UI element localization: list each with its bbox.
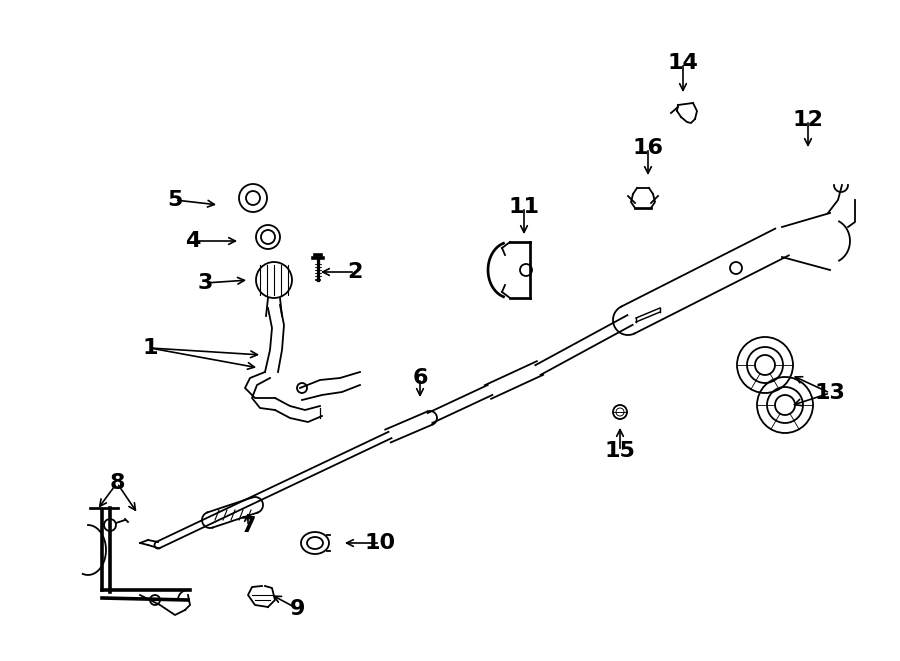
- Text: 13: 13: [814, 383, 845, 403]
- Text: 12: 12: [793, 110, 824, 130]
- Text: 10: 10: [364, 533, 396, 553]
- Text: 1: 1: [142, 338, 157, 358]
- Text: 11: 11: [508, 197, 539, 217]
- Text: 3: 3: [197, 273, 212, 293]
- Text: 14: 14: [668, 53, 698, 73]
- Text: 2: 2: [347, 262, 363, 282]
- Text: 7: 7: [240, 516, 256, 536]
- Text: 15: 15: [605, 441, 635, 461]
- Text: 5: 5: [167, 190, 183, 210]
- Text: 4: 4: [185, 231, 201, 251]
- Text: 6: 6: [412, 368, 427, 388]
- Text: 9: 9: [291, 599, 306, 619]
- Text: 16: 16: [633, 138, 663, 158]
- Text: 8: 8: [109, 473, 125, 493]
